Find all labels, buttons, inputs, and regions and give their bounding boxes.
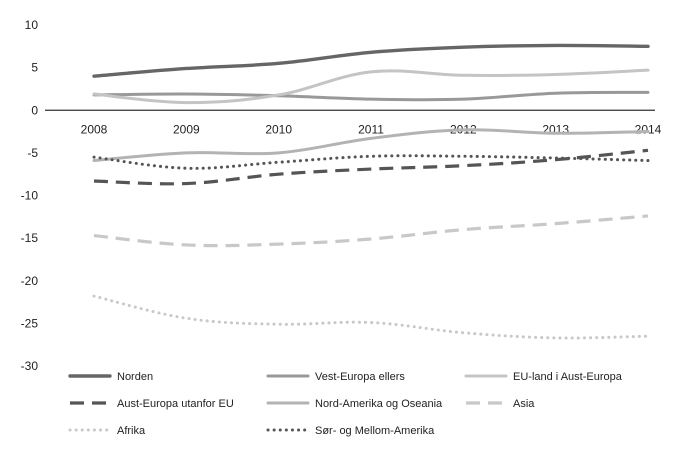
series-line-aust-europa-utanfor-eu [93, 148, 649, 186]
x-tick-label: 2010 [265, 122, 292, 136]
series-line-norden [92, 43, 650, 78]
y-axis-ticks: 10 5 0 -5 -10 -15 -20 -25 -30 [21, 18, 39, 373]
legend-label-eu-land-i-aust-europa: EU-land i Aust-Europa [513, 371, 623, 383]
series-line-sor-og-mellom-amerika [92, 154, 650, 170]
y-tick-label: 10 [25, 18, 39, 32]
y-tick-label: 0 [31, 103, 38, 117]
y-tick-label: -10 [21, 189, 39, 203]
legend-label-vest-europa-ellers: Vest-Europa ellers [315, 371, 405, 383]
y-tick-label: -5 [27, 146, 38, 160]
legend-label-asia: Asia [513, 398, 535, 410]
series-line-asia [93, 214, 649, 248]
y-tick-label: 5 [31, 61, 38, 75]
legend-label-norden: Norden [117, 371, 153, 383]
y-tick-label: -25 [21, 316, 39, 330]
legend: Norden Vest-Europa ellers EU-land i Aust-E… [68, 371, 623, 437]
series-line-nord-amerika-og-oseania [92, 128, 650, 163]
y-tick-label: -30 [21, 359, 39, 373]
y-tick-label: -20 [21, 274, 39, 288]
x-tick-label: 2008 [81, 122, 108, 136]
series-lines [92, 43, 650, 340]
x-tick-label: 2009 [173, 122, 200, 136]
y-tick-label: -15 [21, 231, 39, 245]
x-tick-label: 2011 [358, 122, 384, 136]
legend-label-aust-europa-utanfor-eu: Aust-Europa utanfor EU [117, 398, 234, 410]
series-line-afrika [92, 294, 650, 340]
legend-label-afrika: Afrika [117, 425, 146, 437]
series-line-vest-europa-ellers [92, 90, 650, 102]
series-line-eu-land-i-aust-europa [92, 68, 650, 105]
x-tick-label: 2014 [635, 122, 662, 136]
legend-label-sor-og-mellom-amerika: Sør- og Mellom-Amerika [315, 425, 435, 437]
x-axis-ticks: 2008 2009 2010 2011 2012 2013 2014 [81, 122, 662, 136]
legend-label-nord-amerika-og-oseania: Nord-Amerika og Oseania [315, 398, 443, 410]
